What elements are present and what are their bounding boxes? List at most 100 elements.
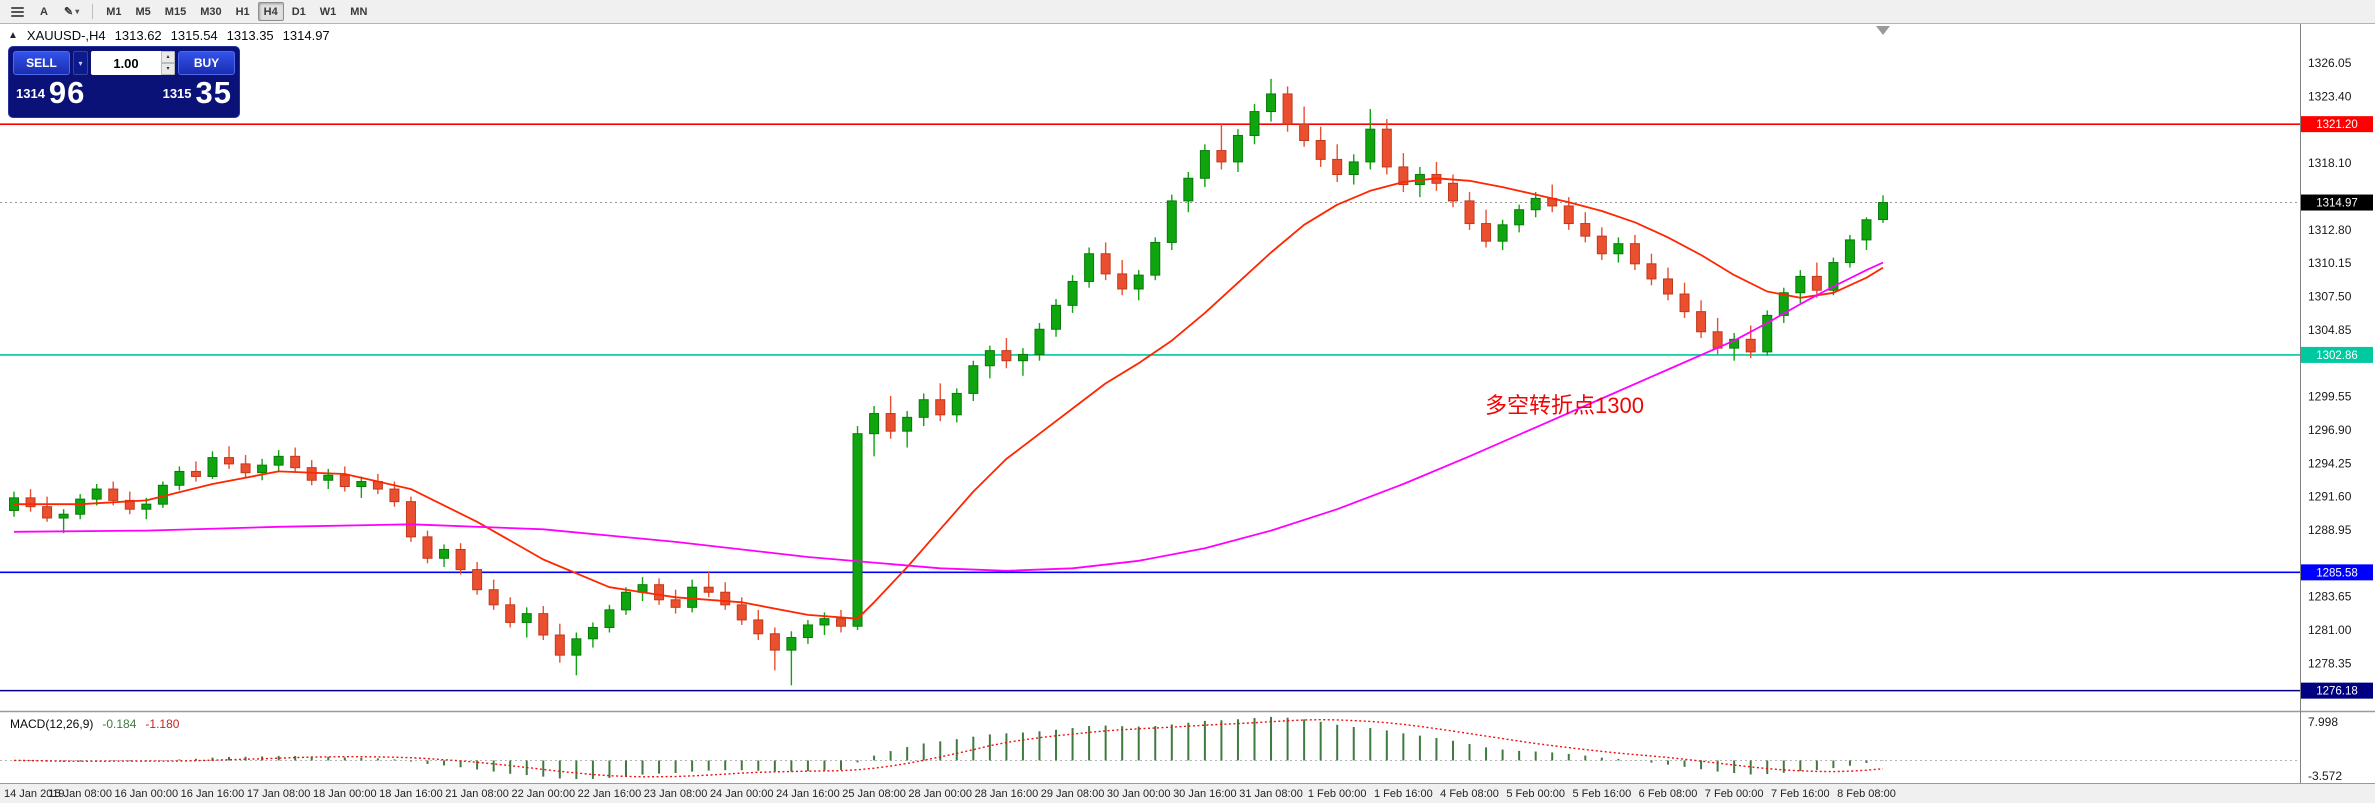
candle-down — [654, 584, 665, 601]
candle-down — [1216, 150, 1227, 163]
candle-up — [1249, 111, 1260, 136]
candle-down — [703, 586, 714, 593]
timeframe-button-d1[interactable]: D1 — [286, 2, 312, 21]
candle-up — [1084, 253, 1095, 282]
candle-up — [1051, 304, 1062, 330]
chevron-down-icon: ▾ — [75, 7, 80, 16]
candle-up — [1778, 292, 1789, 316]
candle-down — [472, 569, 483, 591]
svg-text:1302.86: 1302.86 — [2316, 350, 2358, 362]
menu-button[interactable] — [5, 2, 30, 21]
candle-down — [769, 633, 780, 651]
candle-up — [1199, 150, 1210, 179]
lot-size-field[interactable]: 1.00 ▴ ▾ — [91, 51, 175, 75]
candle-up — [257, 464, 268, 474]
time-axis-label: 18 Jan 00:00 — [313, 788, 377, 800]
order-options-dropdown[interactable]: ▾ — [73, 51, 88, 75]
macd-signal-value: -1.180 — [145, 717, 180, 731]
candle-down — [1563, 205, 1574, 225]
macd-main-value: -0.184 — [102, 717, 137, 731]
candle-up — [852, 433, 863, 627]
candle-up — [1348, 161, 1359, 175]
candle-down — [1679, 293, 1690, 313]
time-axis-label: 23 Jan 08:00 — [644, 788, 708, 800]
drawing-tool-button[interactable]: ✎ ▾ — [58, 2, 85, 21]
price-line-label: 1314.97 — [2301, 194, 2373, 211]
candle-up — [1365, 128, 1376, 163]
time-axis-label: 6 Feb 08:00 — [1639, 788, 1698, 800]
timeframe-button-m1[interactable]: M1 — [100, 2, 127, 21]
candle-down — [190, 470, 201, 477]
candle-up — [356, 481, 367, 488]
price-axis-label: 1318.10 — [2308, 156, 2352, 170]
candle-down — [885, 413, 896, 432]
candle-up — [1729, 338, 1740, 349]
candle-up — [75, 498, 86, 515]
candle-up — [207, 457, 218, 477]
sell-button[interactable]: SELL — [13, 51, 70, 75]
candle-up — [918, 399, 929, 418]
candle-up — [571, 638, 582, 656]
lot-increase-button[interactable]: ▴ — [161, 51, 175, 63]
chart-shift-marker[interactable] — [1876, 26, 1890, 35]
candle-down — [1381, 128, 1392, 168]
price-axis-label: 1307.50 — [2308, 290, 2352, 304]
svg-text:1276.18: 1276.18 — [2316, 686, 2358, 698]
timeframe-button-m5[interactable]: M5 — [130, 2, 157, 21]
candle-down — [753, 619, 764, 635]
candle-up — [1034, 328, 1045, 355]
candle-up — [1878, 202, 1889, 221]
pencil-icon: ✎ — [64, 6, 74, 18]
svg-text:1285.58: 1285.58 — [2316, 567, 2358, 579]
macd-axis-max: 7.998 — [2308, 715, 2338, 729]
price-line-label: 1302.86 — [2301, 346, 2373, 363]
candle-down — [1100, 253, 1111, 275]
time-axis-label: 17 Jan 08:00 — [247, 788, 311, 800]
ask-price-integer: 1315 — [162, 85, 192, 101]
timeframe-button-w1[interactable]: W1 — [314, 2, 343, 21]
candle-down — [1117, 273, 1128, 290]
candle-up — [1232, 134, 1243, 163]
candle-up — [1514, 209, 1525, 226]
candle-up — [439, 548, 450, 559]
time-axis-label: 1 Feb 16:00 — [1374, 788, 1433, 800]
open-value: 1313.62 — [114, 28, 162, 43]
time-axis-label: 31 Jan 08:00 — [1239, 788, 1303, 800]
candle-down — [1745, 338, 1756, 353]
time-axis-label: 28 Jan 00:00 — [908, 788, 972, 800]
candle-up — [1183, 177, 1194, 202]
candle-up — [1266, 93, 1277, 113]
timeframe-button-h4[interactable]: H4 — [257, 2, 284, 21]
ask-price-pips: 35 — [195, 75, 232, 110]
candle-down — [42, 506, 53, 519]
buy-button[interactable]: BUY — [178, 51, 235, 75]
price-axis-label: 1283.65 — [2308, 590, 2352, 604]
timeframe-button-m15[interactable]: M15 — [159, 2, 192, 21]
price-axis-label: 1278.35 — [2308, 656, 2352, 670]
candle-up — [1762, 314, 1773, 353]
timeframe-button-h1[interactable]: H1 — [230, 2, 256, 21]
candle-up — [902, 416, 913, 432]
time-axis-label: 16 Jan 00:00 — [115, 788, 179, 800]
menu-icon — [11, 6, 24, 17]
time-axis-label: 5 Feb 00:00 — [1506, 788, 1565, 800]
letter-a-tool-button[interactable]: A — [32, 2, 56, 21]
candle-down — [1596, 235, 1607, 255]
price-axis-label: 1326.05 — [2308, 56, 2352, 70]
timeframe-button-mn[interactable]: MN — [344, 2, 373, 21]
candle-up — [521, 613, 532, 623]
candle-down — [455, 548, 466, 571]
timeframe-button-m30[interactable]: M30 — [194, 2, 227, 21]
time-axis-strip[interactable] — [0, 783, 2375, 803]
time-axis-label: 30 Jan 00:00 — [1107, 788, 1171, 800]
one-click-trading-panel: SELL ▾ 1.00 ▴ ▾ BUY 1314 96 1315 35 — [8, 46, 240, 118]
price-line-label: 1285.58 — [2301, 564, 2373, 581]
macd-axis-min: -3.572 — [2308, 769, 2342, 783]
chart-annotation: 多空转折点1300 — [1485, 393, 1644, 418]
lot-decrease-button[interactable]: ▾ — [161, 63, 175, 75]
candle-up — [1861, 219, 1872, 241]
candle-up — [819, 618, 830, 626]
